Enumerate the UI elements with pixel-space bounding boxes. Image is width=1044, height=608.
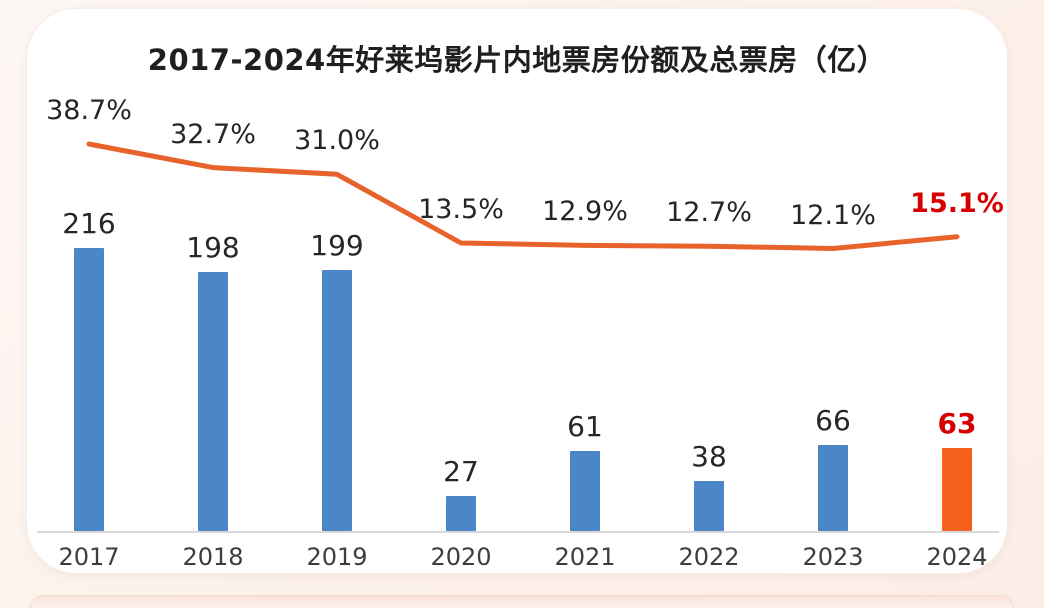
bar-value-label-2017: 216	[62, 207, 116, 240]
share-percent-label-2018: 32.7%	[170, 118, 256, 150]
next-section-card-top	[30, 595, 1014, 608]
bar-2021	[570, 451, 600, 531]
axis-label-2022: 2022	[678, 543, 740, 571]
bar-2022	[694, 481, 724, 531]
share-percent-label-2020: 13.5%	[418, 194, 504, 226]
share-percent-label-2019: 31.0%	[294, 125, 380, 157]
axis-label-2023: 2023	[802, 543, 864, 571]
bar-value-label-2019: 199	[310, 229, 364, 262]
bar-2019	[322, 270, 352, 531]
bar-value-label-2023: 66	[815, 404, 851, 437]
x-axis-line	[37, 531, 999, 533]
bar-2024	[942, 448, 972, 531]
share-percent-label-2023: 12.1%	[790, 199, 876, 231]
bar-value-label-2024: 63	[937, 407, 977, 440]
share-percent-label-2017: 38.7%	[46, 95, 132, 126]
axis-label-2019: 2019	[306, 543, 368, 571]
axis-label-2020: 2020	[430, 543, 492, 571]
chart-title: 2017-2024年好莱坞影片内地票房份额及总票房（亿）	[147, 43, 887, 77]
share-percent-label-2021: 12.9%	[542, 196, 628, 228]
share-line-series	[86, 141, 960, 251]
axis-label-2017: 2017	[58, 543, 120, 571]
bar-value-label-2018: 198	[186, 231, 240, 264]
bar-value-label-2021: 61	[567, 410, 603, 443]
bar-value-label-2020: 27	[443, 455, 479, 488]
chart-card: 2017-2024年好莱坞影片内地票房份额及总票房（亿） 216 38.7% 201…	[26, 8, 1008, 574]
share-percent-label-2022: 12.7%	[666, 197, 752, 229]
bar-2017	[74, 248, 104, 531]
axis-label-2021: 2021	[554, 543, 616, 571]
axis-label-2024: 2024	[926, 543, 988, 571]
share-percent-label-2024: 15.1%	[910, 187, 1004, 219]
bar-value-label-2022: 38	[691, 440, 727, 473]
bar-2023	[818, 445, 848, 531]
bar-2020	[446, 496, 476, 531]
axis-label-2018: 2018	[182, 543, 244, 571]
bar-2018	[198, 272, 228, 531]
